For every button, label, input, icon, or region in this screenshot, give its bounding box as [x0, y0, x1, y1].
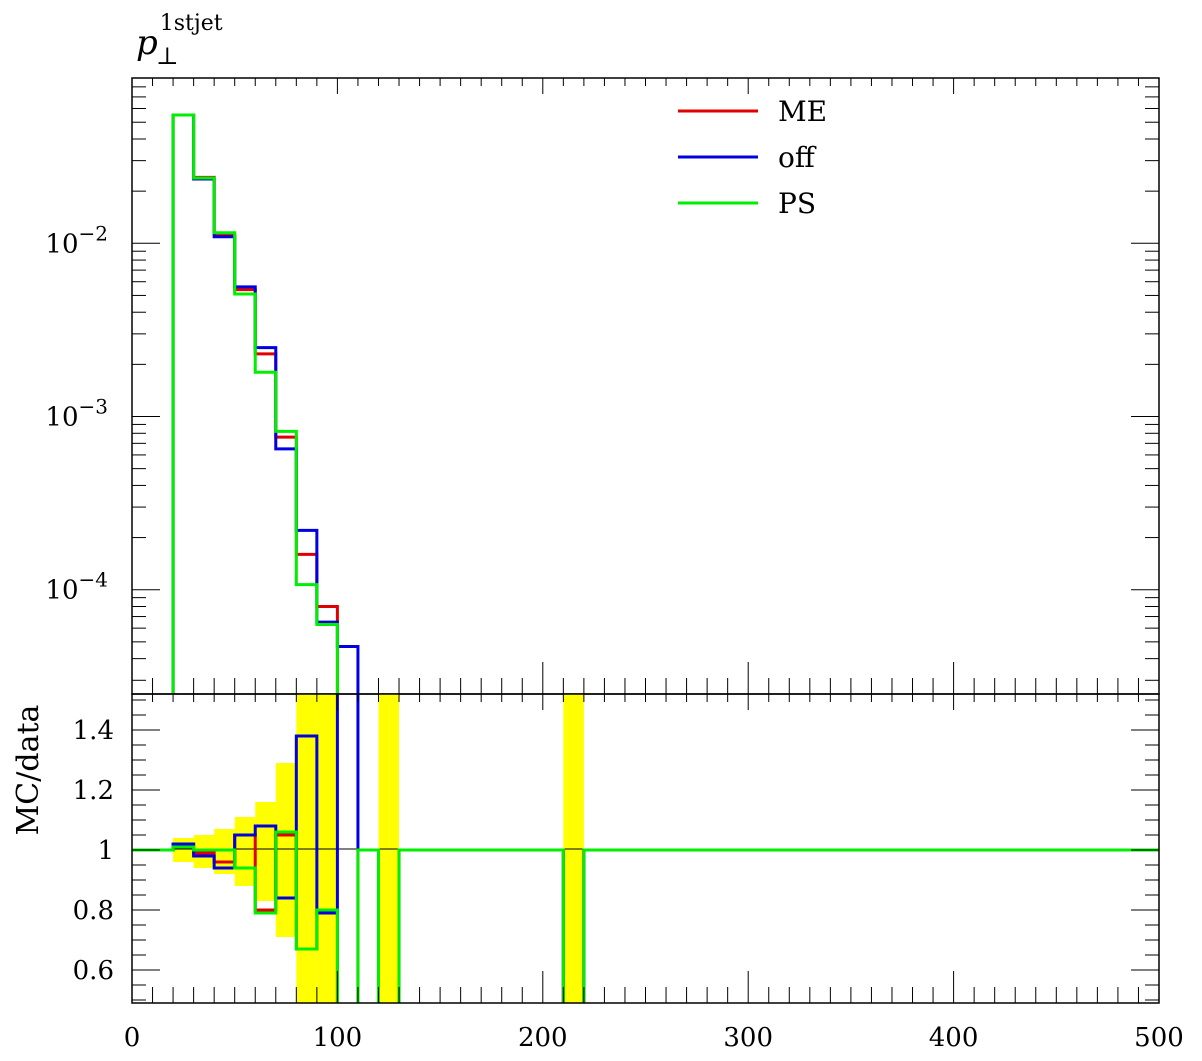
y-tick-label-main: 10−3 — [45, 395, 108, 433]
ratio-series-group — [132, 694, 1159, 1003]
ratio-y-axis-label: MC/data — [11, 704, 46, 835]
y-tick-label-main: 10−2 — [45, 221, 108, 259]
main-y-tick-labels: 10−2 10−3 10−4 — [45, 221, 108, 605]
ratio-axis-ticks — [132, 694, 1159, 1003]
error-band-bin — [255, 802, 276, 901]
x-tick-label: 300 — [723, 1023, 773, 1053]
x-tick-label: 200 — [518, 1023, 568, 1053]
ratio-plot-panel: 0.6 0.8 1 1.2 1.4 0 100 200 300 400 500 MC/data — [11, 693, 1184, 1053]
y-tick-label-ratio: 0.6 — [73, 956, 114, 986]
series-me-histogram — [171, 113, 339, 694]
main-plot-panel: 10−2 10−3 10−4 ME off PS — [45, 77, 1160, 695]
ratio-y-tick-labels: 0.6 0.8 1 1.2 1.4 — [73, 716, 114, 986]
x-tick-label: 400 — [929, 1023, 979, 1053]
x-tick-label: 500 — [1134, 1023, 1184, 1053]
y-tick-label-ratio: 1 — [97, 836, 114, 866]
ratio-plot-frame — [131, 693, 1160, 1004]
series-off-histogram — [171, 113, 360, 694]
x-tick-labels: 0 100 200 300 400 500 — [124, 1023, 1184, 1053]
chart-title-superscript: 1stjet — [160, 11, 223, 36]
y-tick-label-ratio: 0.8 — [73, 896, 114, 926]
x-tick-label: 0 — [124, 1023, 141, 1053]
y-tick-label-ratio: 1.4 — [73, 716, 114, 746]
error-band-bin — [173, 838, 194, 862]
main-plot-frame — [131, 77, 1160, 695]
x-tick-label: 100 — [313, 1023, 363, 1053]
chart-title-symbol: p — [136, 23, 158, 63]
error-band-bin — [275, 763, 297, 937]
chart-title-subscript: ⊥ — [156, 42, 179, 70]
legend-label-me: ME — [778, 95, 827, 128]
main-series-group — [171, 113, 360, 694]
y-tick-label-ratio: 1.2 — [73, 776, 114, 806]
main-axis-ticks — [132, 77, 1159, 694]
legend: ME off PS — [678, 95, 827, 220]
series-ps-histogram — [171, 113, 339, 694]
error-band-bin — [234, 817, 256, 886]
chart-title: p1stjet — [136, 11, 223, 63]
ratio-series-ps — [132, 830, 1159, 1003]
legend-label-off: off — [778, 141, 817, 174]
legend-label-ps: PS — [778, 187, 816, 220]
y-tick-label-main: 10−4 — [45, 568, 108, 606]
